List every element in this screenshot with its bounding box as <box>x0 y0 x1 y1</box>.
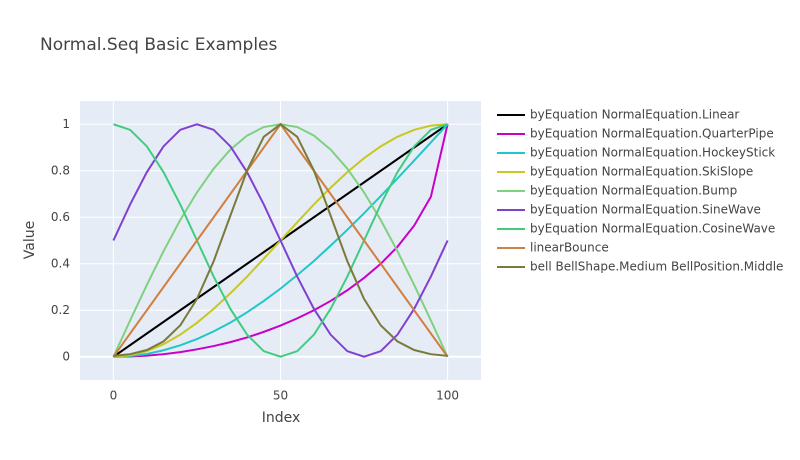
x-tick-label: 0 <box>110 389 118 403</box>
series-line <box>113 124 449 358</box>
y-tick-label: 0.6 <box>51 210 70 224</box>
y-tick-label: 1 <box>62 117 70 131</box>
y-tick-label: 0.2 <box>51 303 70 317</box>
y-axis-label: Value <box>22 221 38 259</box>
x-axis-label: Index <box>262 410 301 426</box>
x-tick-label: 100 <box>436 389 459 403</box>
legend-label: byEquation NormalEquation.CosineWave <box>530 222 775 236</box>
legend-label: bell BellShape.Medium BellPosition.Middl… <box>530 260 783 274</box>
series-line <box>112 123 449 358</box>
legend-label: byEquation NormalEquation.SineWave <box>530 203 761 217</box>
y-tick-label: 0.8 <box>51 163 70 177</box>
legend-label: byEquation NormalEquation.Bump <box>530 184 737 198</box>
x-tick-label: 50 <box>273 389 288 403</box>
y-tick-label: 0 <box>62 349 70 363</box>
chart-title: Normal.Seq Basic Examples <box>40 35 278 55</box>
legend-label: byEquation NormalEquation.HockeyStick <box>530 146 775 160</box>
y-tick-label: 0.4 <box>51 256 70 270</box>
series-line <box>113 123 448 358</box>
legend-label: byEquation NormalEquation.QuarterPipe <box>530 127 774 141</box>
legend-label: byEquation NormalEquation.Linear <box>530 108 739 122</box>
legend-label: linearBounce <box>530 241 609 255</box>
series-line <box>113 122 448 357</box>
legend-label: byEquation NormalEquation.SkiSlope <box>530 165 753 179</box>
